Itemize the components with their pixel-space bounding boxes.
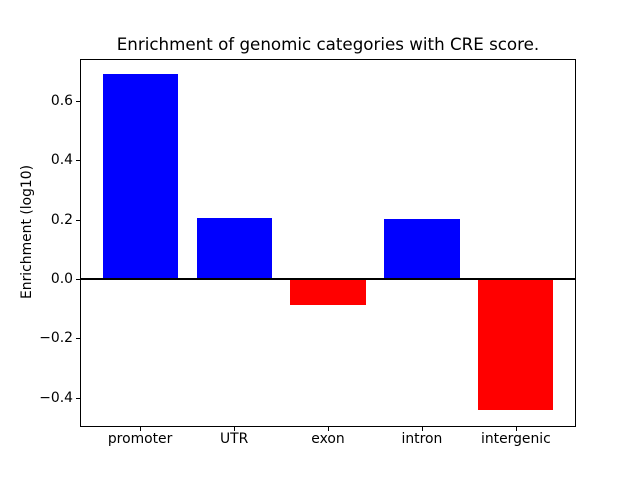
bar-UTR	[196, 217, 272, 279]
x-tick-mark	[422, 427, 423, 431]
bar-intron	[384, 219, 460, 279]
y-tick-mark	[76, 101, 80, 102]
x-tick-label-intron: intron	[401, 431, 443, 447]
chart-title: Enrichment of genomic categories with CR…	[116, 34, 540, 54]
x-tick-label-intergenic: intergenic	[480, 431, 551, 447]
y-tick-mark	[76, 220, 80, 221]
y-tick-label: 0.2	[50, 211, 73, 228]
y-tick-label: 0.4	[50, 152, 73, 169]
x-tick-mark	[328, 427, 329, 431]
zero-line	[80, 278, 576, 280]
bar-exon	[290, 279, 366, 306]
plot-area	[80, 59, 576, 427]
y-tick-mark	[76, 279, 80, 280]
bar-promoter	[102, 74, 178, 279]
x-tick-label-promoter: promoter	[107, 431, 173, 447]
y-tick-label: −0.2	[39, 330, 73, 347]
y-tick-label: 0.0	[50, 271, 73, 287]
y-tick-mark	[76, 338, 80, 339]
x-tick-label-UTR: UTR	[219, 431, 249, 447]
bar-intergenic	[478, 279, 554, 410]
y-tick-mark	[76, 160, 80, 161]
x-tick-label-exon: exon	[311, 431, 345, 447]
x-tick-mark	[516, 427, 517, 431]
y-tick-mark	[76, 398, 80, 399]
x-tick-mark	[234, 427, 235, 431]
x-tick-mark	[140, 427, 141, 431]
y-tick-label: −0.4	[39, 389, 73, 406]
y-tick-label: 0.6	[50, 93, 73, 110]
